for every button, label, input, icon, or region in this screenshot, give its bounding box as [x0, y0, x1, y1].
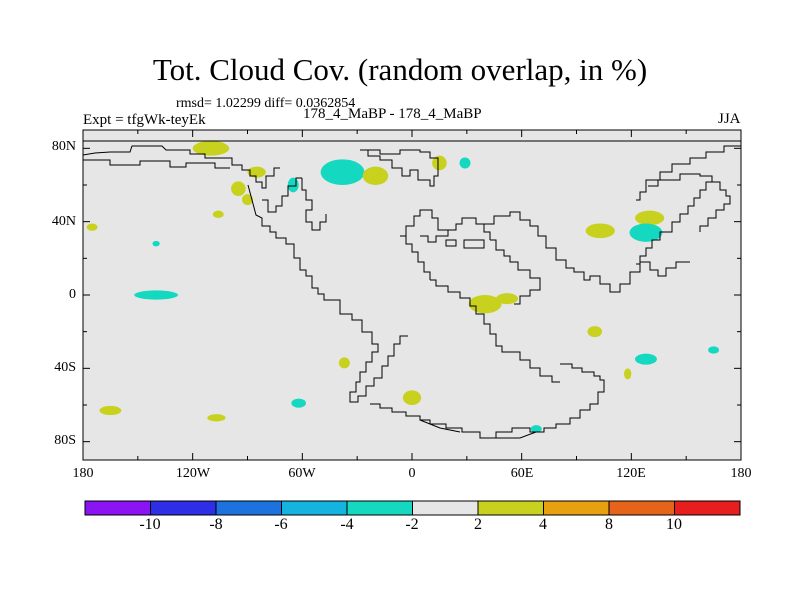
colorbar-swatch: [674, 500, 741, 516]
negative-anomaly: [291, 398, 306, 408]
colorbar-swatch: [84, 500, 151, 516]
y-tick-label: 80S: [54, 433, 76, 448]
positive-anomaly: [634, 210, 665, 226]
negative-anomaly: [134, 290, 179, 300]
y-tick-label: 0: [69, 287, 76, 302]
colorbar-label: -10: [139, 516, 161, 533]
negative-anomaly: [287, 177, 299, 193]
colorbar-label: -6: [274, 516, 288, 533]
colorbar-swatch: [412, 500, 479, 516]
x-tick-label: 60E: [510, 466, 534, 481]
map-background: [83, 130, 741, 460]
experiment-label: Expt = tfgWk-teyEk: [83, 112, 206, 128]
colorbar-swatch: [608, 500, 675, 516]
y-tick-label: 80N: [51, 139, 76, 154]
positive-anomaly: [362, 166, 389, 185]
positive-anomaly: [242, 194, 253, 206]
positive-anomaly: [624, 368, 632, 380]
plot-title: Tot. Cloud Cov. (random overlap, in %): [152, 52, 648, 87]
colorbar-swatch: [281, 500, 348, 516]
colorbar-label: 2: [474, 516, 482, 533]
positive-anomaly: [247, 166, 266, 178]
x-tick-label: 120W: [175, 466, 211, 481]
colorbar-swatch: [346, 500, 413, 516]
colorbar: [84, 500, 741, 516]
colorbar-swatch: [477, 500, 544, 516]
colorbar-label: 8: [605, 516, 613, 533]
positive-anomaly: [99, 405, 122, 416]
positive-anomaly: [192, 141, 230, 156]
case-label: 178_4_MaBP - 178_4_MaBP: [303, 106, 482, 122]
coastline-layer: [83, 140, 741, 439]
y-tick-label: 40S: [54, 360, 76, 375]
x-tick-label: 180: [730, 466, 752, 481]
negative-anomaly: [459, 157, 471, 169]
positive-anomaly: [496, 293, 519, 305]
positive-anomaly: [585, 223, 615, 239]
positive-anomaly: [587, 326, 603, 338]
negative-anomaly: [708, 346, 720, 354]
positive-anomaly: [338, 357, 350, 369]
positive-anomaly: [432, 155, 447, 171]
positive-anomaly: [402, 390, 422, 405]
negative-anomaly: [634, 353, 657, 365]
negative-anomaly: [152, 240, 160, 247]
season-label: JJA: [718, 111, 741, 127]
y-tick-label: 40N: [51, 214, 76, 229]
colorbar-label: 10: [666, 516, 682, 533]
x-tick-label: 0: [408, 466, 416, 481]
colorbar-label: -4: [340, 516, 354, 533]
positive-anomaly: [207, 414, 226, 422]
positive-anomaly: [86, 223, 98, 231]
negative-anomaly: [320, 159, 365, 186]
stats-label: rmsd= 1.02299 diff= 0.0362854: [176, 96, 356, 111]
negative-anomaly: [530, 425, 542, 433]
tick-layer: [82, 130, 742, 460]
x-tick-label: 120E: [616, 466, 646, 481]
colorbar-label: -8: [209, 516, 223, 533]
negative-anomaly: [629, 223, 663, 242]
positive-anomaly: [468, 295, 502, 314]
colorbar-swatch: [215, 500, 282, 516]
colorbar-label: -2: [405, 516, 419, 533]
positive-anomaly: [212, 210, 224, 218]
colorbar-swatch: [150, 500, 217, 516]
x-tick-label: 180: [72, 466, 94, 481]
positive-anomaly: [231, 181, 246, 197]
colorbar-swatch: [543, 500, 610, 516]
colorbar-label: 4: [539, 516, 547, 533]
x-tick-label: 60W: [288, 466, 316, 481]
anomaly-layer: [86, 141, 720, 433]
